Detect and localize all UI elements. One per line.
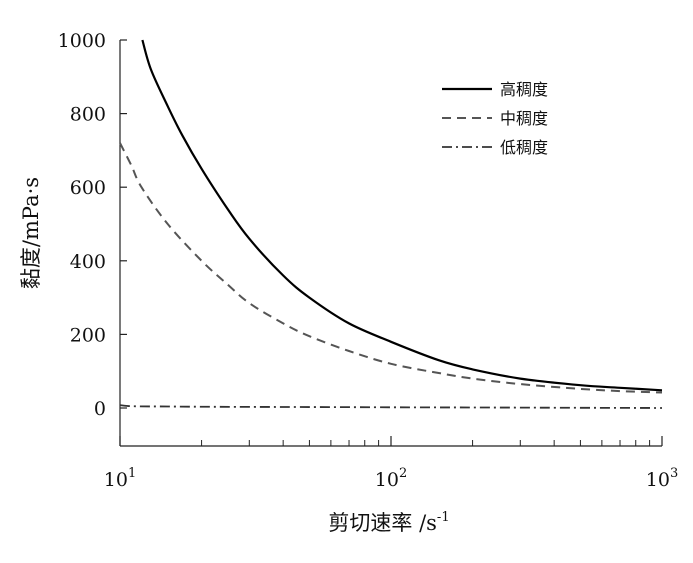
y-tick-label: 200 <box>70 324 106 346</box>
series-line-1 <box>141 39 663 392</box>
x-tick-exponent: 1 <box>128 466 136 481</box>
y-tick-label: 600 <box>70 177 106 199</box>
x-axis-title-text: 剪切速率 /s <box>328 511 437 535</box>
x-axis-title-superscript: -1 <box>437 510 450 525</box>
series-line-3 <box>119 404 663 409</box>
x-tick-label: 103 <box>646 466 678 491</box>
series <box>119 39 663 409</box>
x-tick-base: 10 <box>646 469 670 491</box>
x-tick-label: 101 <box>104 466 136 491</box>
x-tick-base: 10 <box>375 469 399 491</box>
y-tick-label: 800 <box>70 104 106 126</box>
y-axis-title: 黏度/mPa·s <box>19 177 43 289</box>
y-tick-label: 0 <box>94 398 106 420</box>
y-tick-label: 1000 <box>58 30 106 52</box>
series-line-2 <box>119 142 663 394</box>
x-tick-label: 102 <box>375 466 407 491</box>
legend-label-1: 高稠度 <box>500 80 548 99</box>
x-tick-exponent: 3 <box>670 466 678 481</box>
x-axis-title: 剪切速率 /s-1 <box>328 510 449 535</box>
x-tick-exponent: 2 <box>399 466 407 481</box>
legend-label-2: 中稠度 <box>500 109 548 128</box>
y-tick-label: 400 <box>70 251 106 273</box>
x-tick-base: 10 <box>104 469 128 491</box>
legend-label-3: 低稠度 <box>500 138 548 157</box>
